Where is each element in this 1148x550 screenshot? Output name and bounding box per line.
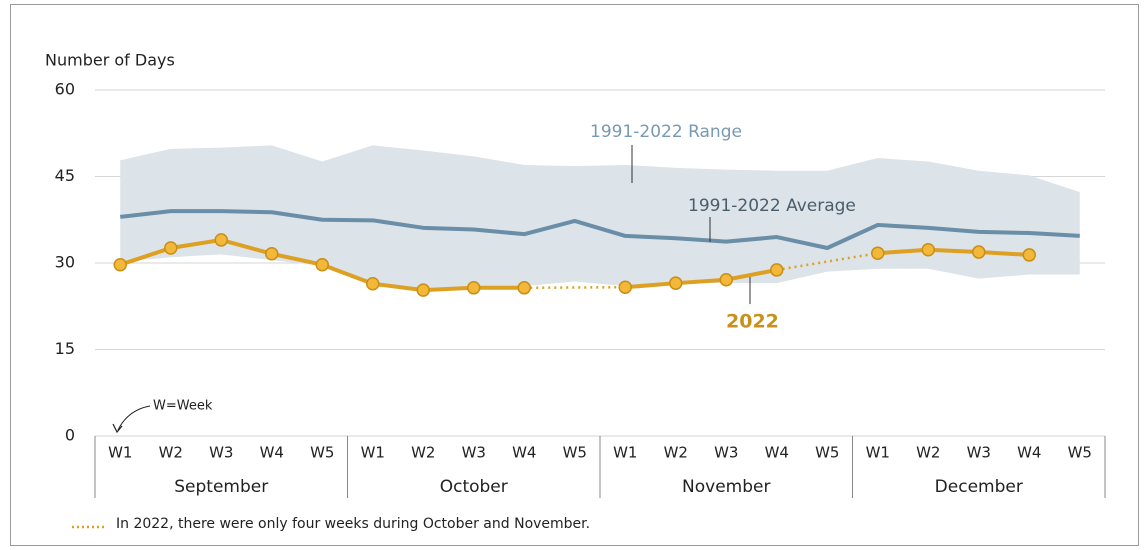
x-tick-label: W5	[1068, 444, 1092, 462]
y-tick-label: 15	[55, 339, 75, 358]
x-tick-label: W3	[714, 444, 738, 462]
annotation: W=Week	[153, 399, 213, 414]
x-tick-label: W3	[462, 444, 486, 462]
point	[1022, 248, 1036, 262]
x-tick-label: W5	[815, 444, 839, 462]
y-tick-label: 45	[55, 166, 75, 185]
point	[265, 247, 279, 261]
group-label: October	[440, 477, 508, 497]
annotation-arrow	[117, 405, 151, 431]
point	[669, 276, 683, 290]
series-label: 1991-2022 Range	[590, 122, 742, 142]
range-area	[120, 145, 1080, 289]
y-tick-label: 60	[55, 80, 75, 99]
x-tick-label: W2	[916, 444, 940, 462]
point	[770, 263, 784, 277]
point	[517, 281, 531, 295]
point	[366, 277, 380, 291]
point	[719, 272, 733, 287]
arrow-head	[112, 423, 123, 434]
x-tick-label: W3	[967, 444, 991, 462]
x-tick-label: W2	[664, 444, 688, 462]
point	[871, 246, 885, 260]
point	[467, 281, 481, 295]
y-tick-label: 30	[55, 253, 75, 272]
group-label: November	[682, 477, 770, 497]
x-tick-label: W1	[108, 444, 132, 462]
point	[164, 241, 178, 255]
y-tick-label: 0	[65, 426, 75, 445]
x-tick-label: W4	[512, 444, 536, 462]
x-tick-label: W2	[159, 444, 183, 462]
group-label: December	[935, 477, 1023, 497]
x-tick-label: W4	[1017, 444, 1041, 462]
x-tick-label: W1	[866, 444, 890, 462]
point	[214, 233, 228, 247]
point	[618, 280, 632, 294]
x-tick-label: W1	[613, 444, 637, 462]
series-label: 1991-2022 Average	[688, 196, 856, 216]
point	[113, 257, 127, 272]
footnote: In 2022, there were only four weeks duri…	[116, 516, 590, 532]
x-tick-label: W1	[361, 444, 385, 462]
x-tick-label: W5	[563, 444, 587, 462]
gap-bridge	[524, 285, 626, 290]
frame	[10, 4, 1139, 546]
y-axis-label: Number of Days	[45, 51, 175, 70]
point	[972, 245, 986, 259]
point	[416, 283, 430, 297]
group-label: September	[174, 477, 268, 497]
x-tick-label: W2	[411, 444, 435, 462]
average-line	[120, 209, 1080, 251]
gap-bridge	[776, 251, 878, 272]
x-tick-label: W5	[310, 444, 334, 462]
x-tick-label: W4	[260, 444, 284, 462]
series-label: 2022	[726, 311, 779, 333]
x-tick-label: W3	[209, 444, 233, 462]
point	[315, 257, 329, 272]
point	[921, 242, 935, 257]
x-tick-label: W4	[765, 444, 789, 462]
